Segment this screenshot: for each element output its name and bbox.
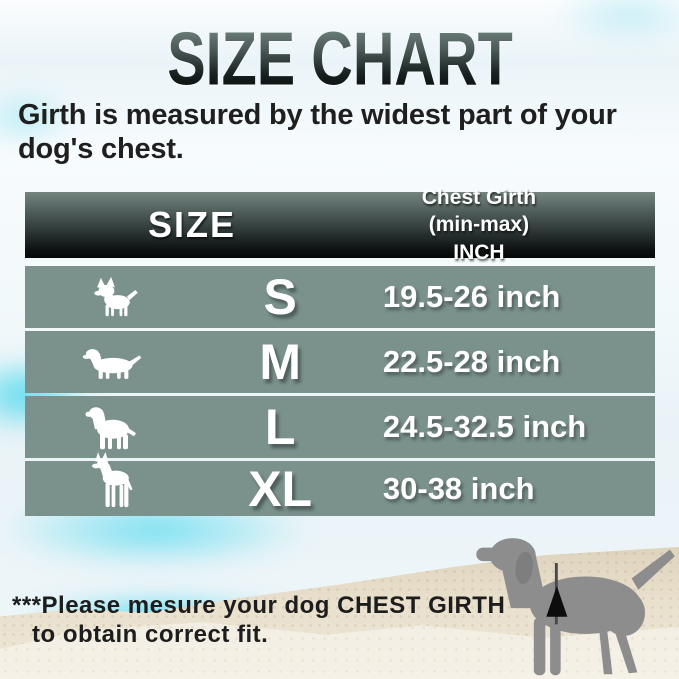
chest-girth-arrow-icon: [546, 586, 568, 617]
chihuahua-icon: [25, 275, 201, 319]
girth-instruction-text: Girth is measured by the widest part of …: [18, 99, 617, 165]
size-column-header: SIZE: [147, 204, 236, 245]
girth-range: 24.5-32.5 inch: [382, 409, 587, 444]
labrador-icon: [25, 403, 201, 451]
measuring-dog-illustration: [470, 517, 679, 679]
girth-header-line: Chest Girth: [421, 186, 537, 210]
dog-ear: [515, 551, 534, 585]
table-row-m: M 22.5-28 inch: [25, 331, 655, 393]
girth-range: 19.5-26 inch: [382, 279, 561, 314]
table-row-xl: XL 30-38 inch: [25, 451, 655, 517]
girth-range: 30-38 inch: [382, 470, 535, 506]
girth-header-line: (min-max): [428, 213, 530, 237]
table-header-row: SIZE Chest Girth (min-max) INCH: [25, 186, 655, 264]
measure-footnote: ***Please mesure your dog CHEST GIRTH to…: [12, 592, 505, 650]
page-title: SIZE CHART: [0, 17, 679, 102]
table-row-s: S 19.5-26 inch: [25, 266, 655, 328]
size-label: L: [264, 399, 296, 455]
great-dane-icon: [25, 451, 201, 517]
girth-header-line: INCH: [453, 240, 505, 264]
table-row-l: L 24.5-32.5 inch: [25, 396, 655, 458]
girth-range: 22.5-28 inch: [382, 344, 561, 379]
footnote-line: ***Please mesure your dog CHEST GIRTH: [12, 592, 506, 619]
size-label: M: [259, 334, 301, 390]
girth-column-header: Chest Girth (min-max) INCH: [359, 184, 655, 266]
footnote-line: to obtain correct fit.: [32, 620, 269, 648]
size-label: S: [263, 269, 297, 325]
page-title-text: SIZE CHART: [166, 17, 513, 102]
size-table: SIZE Chest Girth (min-max) INCH: [25, 186, 655, 517]
dachshund-icon: [25, 342, 201, 383]
size-label: XL: [248, 460, 313, 517]
